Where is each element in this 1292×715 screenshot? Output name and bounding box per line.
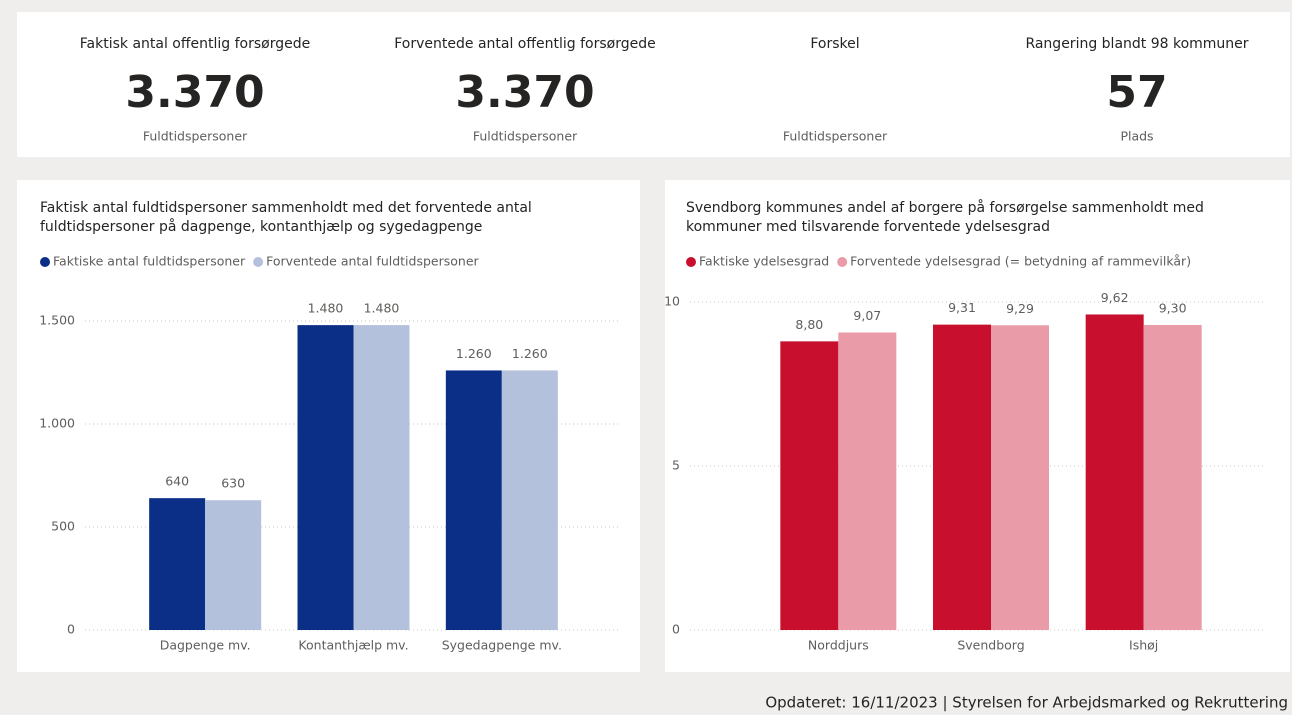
bar: [933, 324, 991, 630]
data-label: 8,80: [795, 317, 823, 332]
chart-title: Faktisk antal fuldtidspersoner sammenhol…: [40, 200, 532, 216]
bar: [445, 370, 502, 630]
data-label: 1.480: [308, 301, 344, 316]
y-tick-label: 1.500: [39, 313, 75, 328]
legend-marker: [837, 257, 848, 267]
kpi-value: 3.370: [125, 67, 264, 118]
bar: [1143, 324, 1202, 630]
y-tick-label: 5: [672, 458, 680, 473]
kpi-value: 3.370: [455, 67, 594, 118]
bar: [149, 498, 206, 630]
kpi-title: Rangering blandt 98 kommuner: [1025, 36, 1248, 52]
bar: [205, 500, 262, 630]
kpi-value: 57: [1106, 67, 1167, 118]
kpi-title: Forskel: [810, 36, 859, 52]
y-tick-label: 1.000: [39, 416, 75, 431]
legend-marker: [40, 257, 50, 267]
kpi-title: Faktisk antal offentlig forsørgede: [80, 36, 310, 52]
data-label: 630: [221, 476, 245, 491]
legend-label: Forventede antal fuldtidspersoner: [266, 254, 479, 269]
y-tick-label: 0: [672, 622, 680, 637]
bar: [780, 341, 839, 630]
y-tick-label: 0: [67, 622, 75, 637]
data-label: 640: [165, 474, 189, 489]
x-tick-label: Kontanthjælp mv.: [298, 638, 408, 653]
x-tick-label: Ishøj: [1129, 638, 1158, 653]
kpi-title: Forventede antal offentlig forsørgede: [394, 36, 655, 52]
bar: [838, 332, 897, 630]
chart-title: Svendborg kommunes andel af borgere på f…: [686, 199, 1204, 216]
data-label: 9,29: [1006, 301, 1034, 316]
chart-title: kommuner med tilsvarende forventede ydel…: [686, 219, 1050, 235]
kpi-unit: Plads: [1120, 129, 1153, 144]
chart-title: fuldtidspersoner på dagpenge, kontanthjæ…: [40, 218, 482, 235]
x-tick-label: Norddjurs: [808, 638, 869, 653]
bar: [501, 370, 558, 630]
x-tick-label: Svendborg: [957, 638, 1024, 653]
bar: [353, 325, 410, 630]
data-label: 1.260: [456, 346, 492, 361]
legend-label: Faktiske antal fuldtidspersoner: [53, 254, 246, 269]
kpi-unit: Fuldtidspersoner: [143, 129, 248, 144]
data-label: 9,31: [948, 300, 976, 315]
footer: Opdateret: 16/11/2023 | Styrelsen for Ar…: [765, 694, 1288, 712]
kpi-card: [17, 12, 1290, 157]
y-tick-label: 10: [664, 294, 680, 309]
legend-label: Faktiske ydelsesgrad: [699, 254, 829, 269]
bar: [1085, 314, 1144, 630]
bar: [991, 325, 1049, 630]
x-tick-label: Sygedagpenge mv.: [442, 638, 562, 653]
kpi-unit: Fuldtidspersoner: [473, 129, 578, 144]
legend-marker: [253, 257, 264, 267]
kpi-unit: Fuldtidspersoner: [783, 129, 888, 144]
legend-marker: [686, 257, 696, 267]
data-label: 1.260: [512, 346, 548, 361]
data-label: 9,62: [1101, 290, 1129, 305]
legend-label: Forventede ydelsesgrad (= betydning af r…: [850, 254, 1191, 269]
data-label: 9,07: [853, 308, 881, 323]
x-tick-label: Dagpenge mv.: [160, 638, 251, 653]
data-label: 1.480: [364, 301, 400, 316]
bar: [297, 325, 354, 630]
data-label: 9,30: [1159, 300, 1187, 315]
y-tick-label: 500: [51, 519, 75, 534]
